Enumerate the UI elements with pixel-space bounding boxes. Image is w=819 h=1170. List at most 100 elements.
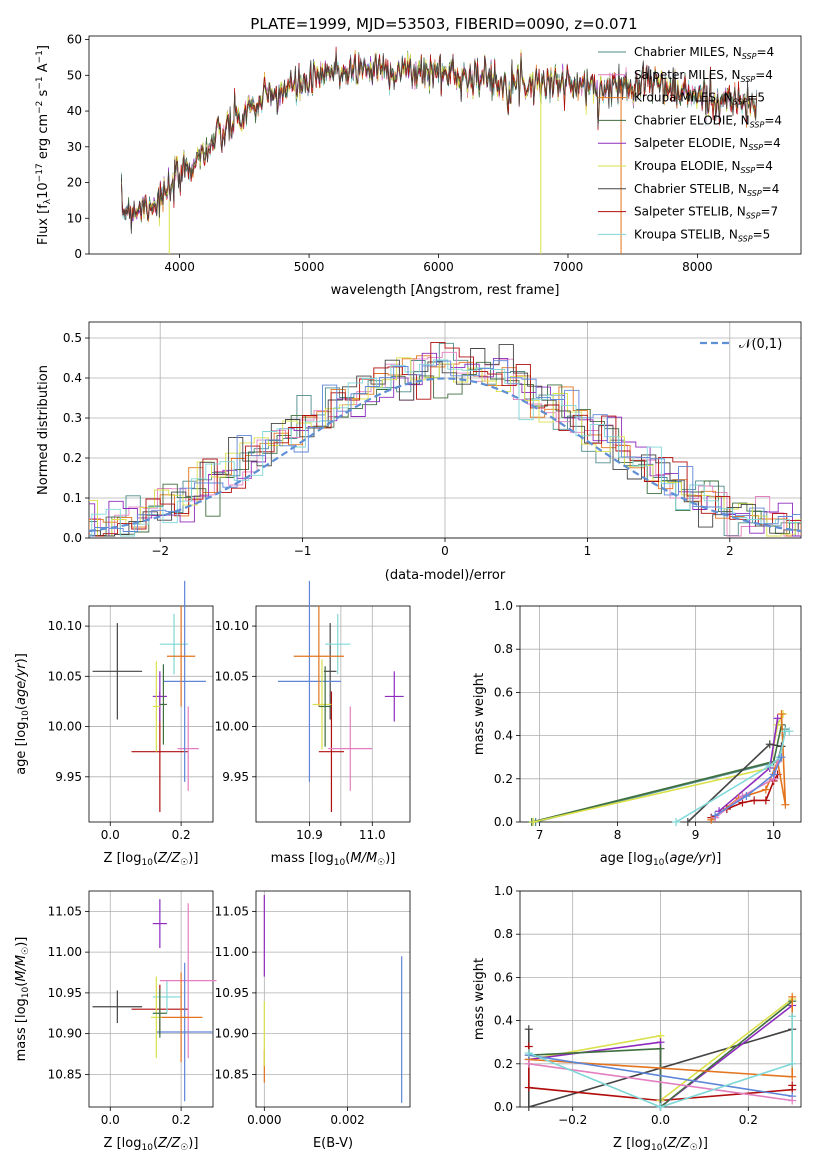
y-tick-label: 11.00 — [215, 945, 249, 959]
x-tick-label: 0.000 — [247, 1113, 281, 1127]
y-tick-label: 11.05 — [48, 904, 82, 918]
y-axis-label: mass [log10(M/M☉)] — [14, 937, 31, 1062]
weight-line — [535, 728, 787, 823]
axes-frame — [88, 605, 214, 823]
x-axis-label: Z [log10(Z/Z☉)] — [104, 1136, 199, 1153]
x-tick-label: 0.2 — [172, 1113, 191, 1127]
legend-label: Chabrier ELODIE, NSSP=4 — [634, 113, 782, 129]
x-axis-label: mass [log10(M/M☉)] — [271, 851, 396, 868]
x-tick-label: −1 — [294, 544, 312, 558]
y-tick-label: 0.2 — [494, 772, 513, 786]
weight-line — [528, 1000, 793, 1109]
axes-frame — [255, 890, 411, 1108]
residual-histogram-plot: −2 −1 0 1 2 0.0 0.1 0.2 0.3 0.4 0.5 𝒩(0,1) (data-mod… — [36, 321, 802, 583]
y-axis-label: mass weight — [472, 958, 487, 1040]
histogram-step — [89, 359, 801, 537]
x-tick-label: 11.0 — [359, 828, 386, 842]
x-tick-label: 0.002 — [330, 1113, 364, 1127]
x-axis-label: (data-model)/error — [385, 568, 506, 583]
y-tick-label: 0.2 — [494, 1057, 513, 1071]
weight-line — [528, 1063, 793, 1102]
x-tick-label: 9 — [692, 828, 700, 842]
y-tick-label: 30 — [67, 140, 82, 154]
spectrum-line — [121, 51, 757, 234]
x-axis-label: Z [log10(Z/Z☉)] — [104, 851, 199, 868]
y-tick-label: 50 — [67, 68, 82, 82]
x-tick-label: 0 — [441, 544, 449, 558]
x-tick-label: 7000 — [553, 260, 584, 274]
weight-line — [528, 1054, 793, 1097]
y-tick-label: 11.00 — [48, 945, 82, 959]
histogram-step — [89, 360, 801, 537]
x-tick-label: 0.2 — [739, 1113, 758, 1127]
age-vs-mass-plot: 10.9 11.0 9.95 10.00 10.05 10.10 mass [log10(M… — [215, 580, 411, 868]
x-tick-label: 0.0 — [651, 1113, 670, 1127]
y-tick-label: 20 — [67, 176, 82, 190]
y-axis-label: Flux [fλ10−17 erg cm−2 s−1 A−1] — [35, 45, 53, 245]
legend-label: 𝒩(0,1) — [739, 337, 782, 352]
x-axis-label: age [log10(age/yr)] — [600, 851, 722, 868]
spectrum-plot: 4000 5000 6000 7000 8000 0 10 20 30 40 50 60 Chabrie… — [35, 33, 802, 298]
x-tick-label: 6000 — [423, 260, 454, 274]
legend-label: Chabrier STELIB, NSSP=4 — [634, 182, 779, 198]
y-tick-label: 9.95 — [222, 770, 249, 784]
y-tick-label: 0.1 — [63, 491, 82, 505]
figure-title: PLATE=1999, MJD=53503, FIBERID=0090, z=0… — [250, 15, 637, 33]
legend-label: Salpeter ELODIE, NSSP=4 — [634, 136, 781, 152]
y-tick-label: 0.6 — [494, 685, 513, 699]
legend-label: Chabrier MILES, NSSP=4 — [634, 45, 774, 61]
axes-frame — [88, 35, 802, 255]
axes-frame — [88, 890, 214, 1108]
x-tick-label: −0.2 — [558, 1113, 587, 1127]
y-tick-label: 0.4 — [494, 1014, 513, 1028]
x-axis-label: E(B-V) — [313, 1136, 353, 1151]
x-tick-label: 1 — [584, 544, 592, 558]
x-tick-label: 0.2 — [172, 828, 191, 842]
y-tick-label: 0.4 — [63, 371, 82, 385]
y-tick-label: 0.3 — [63, 411, 82, 425]
y-tick-label: 10.85 — [48, 1067, 82, 1081]
x-axis-label: wavelength [Angstrom, rest frame] — [331, 283, 560, 298]
y-tick-label: 0.4 — [494, 729, 513, 743]
weight-line — [714, 756, 783, 817]
histogram-step — [89, 357, 801, 537]
y-tick-label: 10 — [67, 211, 82, 225]
legend-label: Kroupa MILES, NSSP=5 — [634, 91, 765, 107]
y-tick-label: 0.8 — [494, 642, 513, 656]
x-tick-label: 8 — [614, 828, 622, 842]
mass-vs-metallicity-plot: 0.0 0.2 10.85 10.90 10.95 11.00 11.05 Z [log10(… — [14, 890, 217, 1153]
y-tick-label: 0 — [74, 247, 82, 261]
y-axis-label: mass weight — [472, 673, 487, 755]
axes-frame — [255, 605, 411, 823]
y-axis-label: Normed distribution — [36, 365, 51, 495]
y-tick-label: 0.5 — [63, 331, 82, 345]
x-tick-label: 0.0 — [101, 828, 120, 842]
weight-line — [710, 713, 787, 821]
x-axis-label: Z [log10(Z/Z☉)] — [613, 1136, 708, 1153]
y-tick-label: 60 — [67, 33, 82, 47]
mass-weight-vs-metallicity-plot: −0.2 0.0 0.2 0.0 0.2 0.4 0.6 0.8 1.0 Z [log10(Z/Z… — [472, 884, 802, 1153]
y-tick-label: 0.8 — [494, 927, 513, 941]
x-tick-label: 4000 — [164, 260, 195, 274]
y-tick-label: 0.0 — [63, 531, 82, 545]
mass-vs-ebv-plot: 0.000 0.002 10.85 10.90 10.95 11.00 11.05 E(B-V… — [215, 890, 411, 1151]
y-tick-label: 10.95 — [215, 986, 249, 1000]
y-tick-label: 10.00 — [48, 720, 82, 734]
axes-frame — [88, 321, 802, 539]
y-tick-label: 1.0 — [494, 884, 513, 898]
y-tick-label: 0.2 — [63, 451, 82, 465]
x-tick-label: 2 — [726, 544, 734, 558]
mass-weight-vs-age-plot: 7 8 9 10 0.0 0.2 0.4 0.6 0.8 1.0 age [log10(age/yr… — [472, 599, 802, 868]
y-tick-label: 10.90 — [215, 1027, 249, 1041]
y-tick-label: 10.05 — [48, 669, 82, 683]
x-tick-label: 0.0 — [101, 1113, 120, 1127]
y-tick-label: 40 — [67, 104, 82, 118]
legend-label: Kroupa ELODIE, NSSP=4 — [634, 159, 773, 175]
x-tick-label: 5000 — [294, 260, 325, 274]
y-tick-label: 0.0 — [494, 1100, 513, 1114]
y-tick-label: 0.6 — [494, 970, 513, 984]
x-tick-label: 7 — [536, 828, 544, 842]
histogram-step — [89, 341, 801, 537]
y-tick-label: 0.0 — [494, 815, 513, 829]
